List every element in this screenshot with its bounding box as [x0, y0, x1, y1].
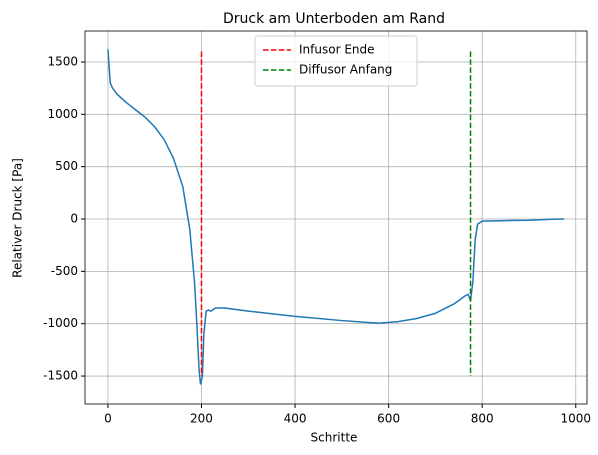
x-tick-label: 800: [471, 412, 494, 426]
plot-frame: [84, 30, 588, 405]
x-tick-label: 1000: [560, 412, 591, 426]
y-tick-label: -1000: [43, 316, 78, 330]
x-tick-label: 400: [284, 412, 307, 426]
chart-title: Druck am Unterboden am Rand: [223, 11, 445, 27]
legend-label: Diffusor Anfang: [299, 63, 392, 77]
x-tick-label: 0: [104, 412, 112, 426]
y-tick-label: 500: [55, 159, 78, 173]
y-tick-label: 1500: [47, 54, 78, 68]
legend: Infusor Ende Diffusor Anfang: [254, 35, 418, 87]
grid: [85, 31, 587, 404]
y-tick-label: -1500: [43, 369, 78, 383]
legend-box: [254, 35, 418, 87]
x-axis-label: Schritte: [311, 431, 358, 445]
x-tick-label: 200: [190, 412, 213, 426]
y-tick-label: -500: [51, 264, 78, 278]
y-axis-label: Relativer Druck [Pa]: [11, 158, 25, 278]
y-tick-label: 0: [70, 212, 78, 226]
line-series: [107, 49, 565, 385]
legend-label: Infusor Ende: [299, 43, 375, 57]
x-tick-label: 600: [377, 412, 400, 426]
y-tick-label: 1000: [47, 107, 78, 121]
